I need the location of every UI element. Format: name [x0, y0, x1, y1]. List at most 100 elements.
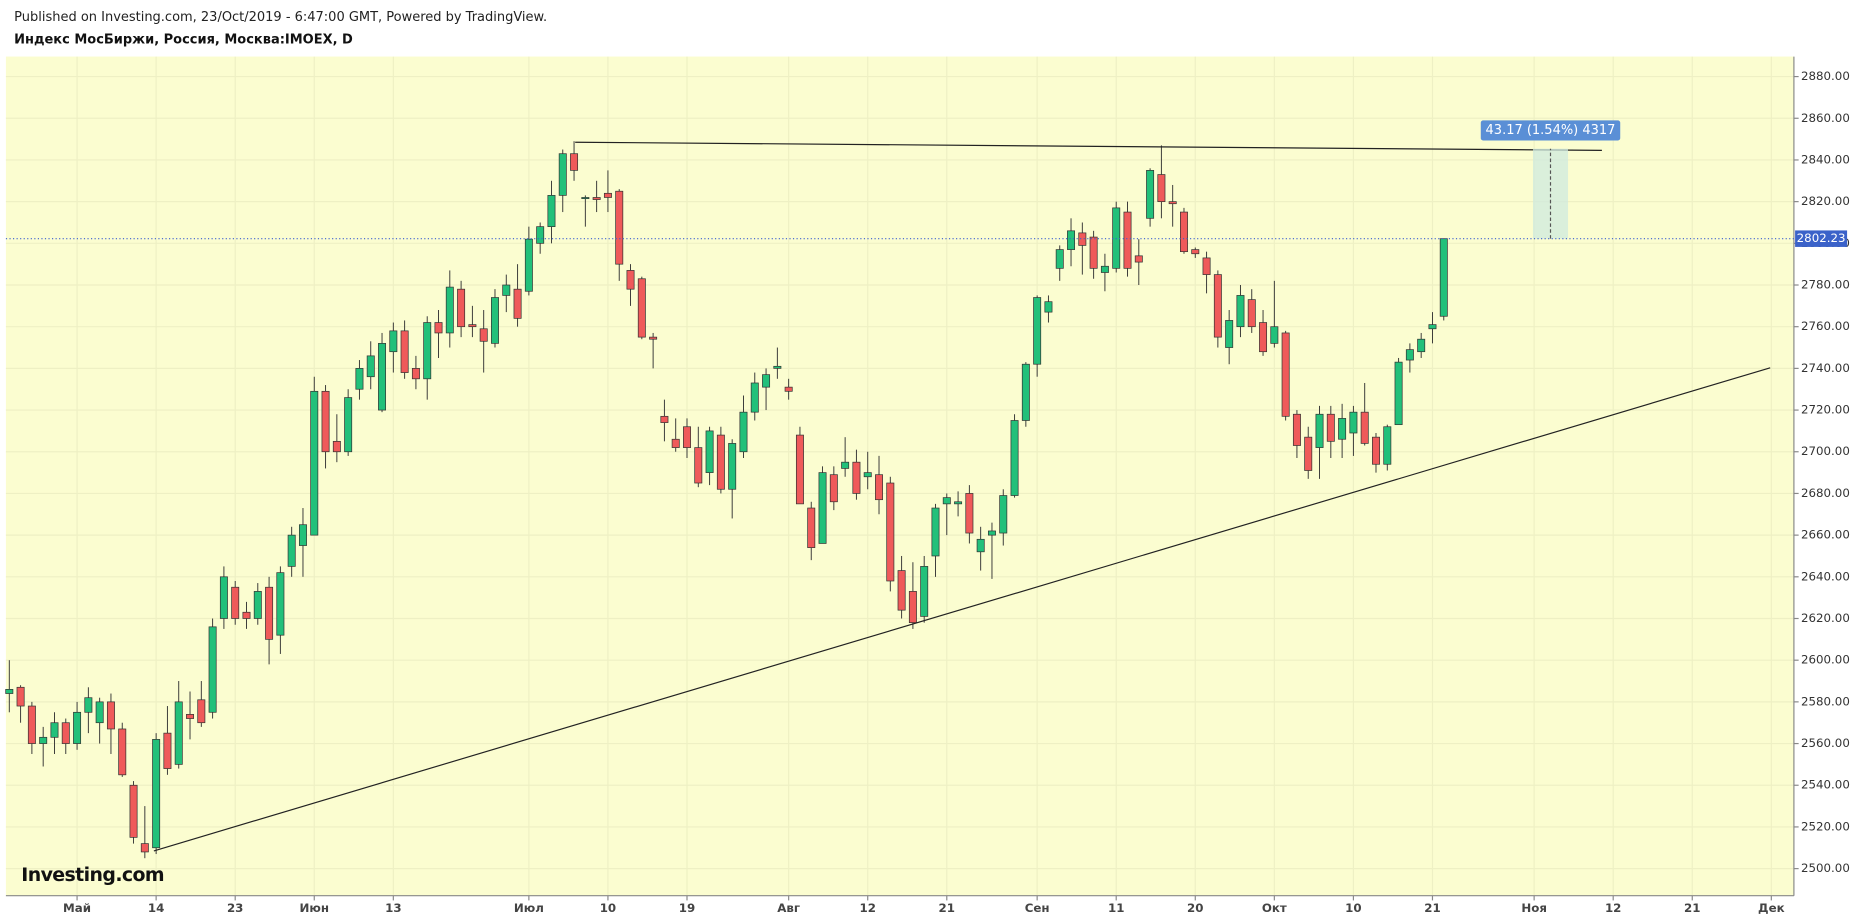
candle-body	[39, 736, 48, 744]
candle-body	[1202, 257, 1211, 275]
candle-body	[1123, 211, 1132, 269]
y-tick-label: 2760.00	[1801, 319, 1850, 333]
candle-body	[242, 611, 251, 619]
y-tick-label: 2680.00	[1801, 486, 1850, 500]
candle-body	[1428, 324, 1437, 330]
x-tick-label: 21	[1684, 901, 1700, 915]
candle-body	[186, 714, 194, 719]
candle-body	[174, 701, 183, 765]
candle-body	[344, 397, 353, 453]
candle-body	[1168, 201, 1177, 205]
candle-body	[106, 701, 115, 730]
candle-body	[908, 591, 917, 624]
symbol-title: Индекс МосБиржи, Россия, Москва:IMOEX, D	[14, 33, 353, 48]
candle-body	[1146, 170, 1155, 219]
candle-body	[694, 447, 703, 484]
candle-body	[366, 355, 375, 378]
candle-body	[118, 728, 127, 776]
candle-body	[705, 430, 714, 473]
candle-body	[310, 390, 319, 536]
candle-body	[852, 461, 861, 494]
candle-body	[536, 226, 545, 244]
candle-body	[1180, 211, 1188, 253]
candle-body	[615, 190, 624, 265]
candle-body	[829, 474, 838, 503]
x-tick-label: Дек	[1758, 901, 1785, 915]
x-tick-label: 23	[227, 901, 243, 915]
x-tick-label: 21	[1424, 901, 1440, 915]
y-tick-label: 2720.00	[1801, 403, 1850, 417]
published-note: Published on Investing.com, 23/Oct/2019 …	[14, 10, 547, 25]
candle-body	[1439, 238, 1448, 317]
x-tick-label: Июл	[514, 901, 544, 915]
candle-body	[1372, 436, 1380, 465]
candle-body	[1021, 363, 1030, 421]
x-tick-label: 13	[385, 901, 401, 915]
candle-body	[61, 722, 70, 744]
x-tick-label: Июн	[299, 901, 329, 915]
candle-body	[762, 374, 771, 388]
candle-body	[841, 461, 850, 469]
candle-body	[265, 586, 274, 640]
candle-body	[1417, 338, 1426, 353]
y-tick-label: 2540.00	[1801, 778, 1850, 792]
y-tick-label: 2820.00	[1801, 194, 1850, 208]
candle-body	[1247, 299, 1256, 328]
candle-body	[581, 197, 590, 200]
candle-body	[1315, 413, 1324, 448]
y-tick-label: 2860.00	[1801, 111, 1850, 125]
x-tick-label: Май	[63, 901, 91, 915]
y-tick-label: 2580.00	[1801, 694, 1850, 708]
x-tick-label: 10	[1345, 901, 1361, 915]
candle-body	[231, 586, 240, 619]
candle-body	[897, 570, 906, 611]
candle-body	[1100, 265, 1109, 273]
candle-body	[287, 534, 296, 567]
candle-body	[1304, 436, 1313, 471]
candle-body	[197, 699, 206, 724]
candle-body	[1338, 418, 1347, 440]
candle-body	[1236, 295, 1245, 328]
candle-body	[434, 322, 443, 334]
candle-body	[1270, 326, 1279, 344]
candle-body	[129, 784, 138, 838]
x-tick-label: 20	[1187, 901, 1203, 915]
candle-body	[208, 626, 217, 713]
candle-body	[1067, 230, 1075, 250]
candle-body	[1360, 411, 1369, 444]
candle-body	[1078, 232, 1087, 246]
plot-area	[5, 56, 1794, 896]
candle-body	[332, 440, 341, 453]
x-tick-label: 21	[939, 901, 955, 915]
measure-label-box	[1480, 120, 1621, 141]
candle-body	[886, 482, 895, 582]
candle-body	[750, 382, 759, 413]
candle-body	[1349, 411, 1358, 434]
candle-body	[1213, 274, 1222, 338]
candle-body	[976, 538, 985, 553]
y-tick-label: 2880.00	[1801, 69, 1850, 83]
y-tick-label: 2560.00	[1801, 736, 1850, 750]
logo: Investing.com	[21, 864, 164, 886]
candle-body	[795, 434, 804, 505]
candle-body	[1405, 349, 1414, 361]
x-tick-label: Авг	[777, 901, 800, 915]
candle-body	[1033, 297, 1042, 365]
candle-body	[219, 576, 228, 619]
last-price-box	[1795, 230, 1848, 247]
x-tick-label: 12	[859, 901, 875, 915]
candle-body	[73, 711, 82, 744]
x-tick-label: 11	[1108, 901, 1124, 915]
y-tick-label: 2520.00	[1801, 819, 1850, 833]
candle-body	[716, 434, 725, 490]
candle-body	[400, 330, 409, 373]
candle-body	[1055, 249, 1064, 269]
candle-body	[1259, 322, 1268, 353]
candle-body	[1191, 249, 1200, 255]
candle-body	[999, 495, 1008, 534]
candle-body	[1134, 255, 1143, 263]
candle-body	[1225, 320, 1234, 348]
candle-body	[321, 390, 330, 453]
candle-body	[152, 739, 161, 849]
candle-body	[592, 197, 601, 200]
